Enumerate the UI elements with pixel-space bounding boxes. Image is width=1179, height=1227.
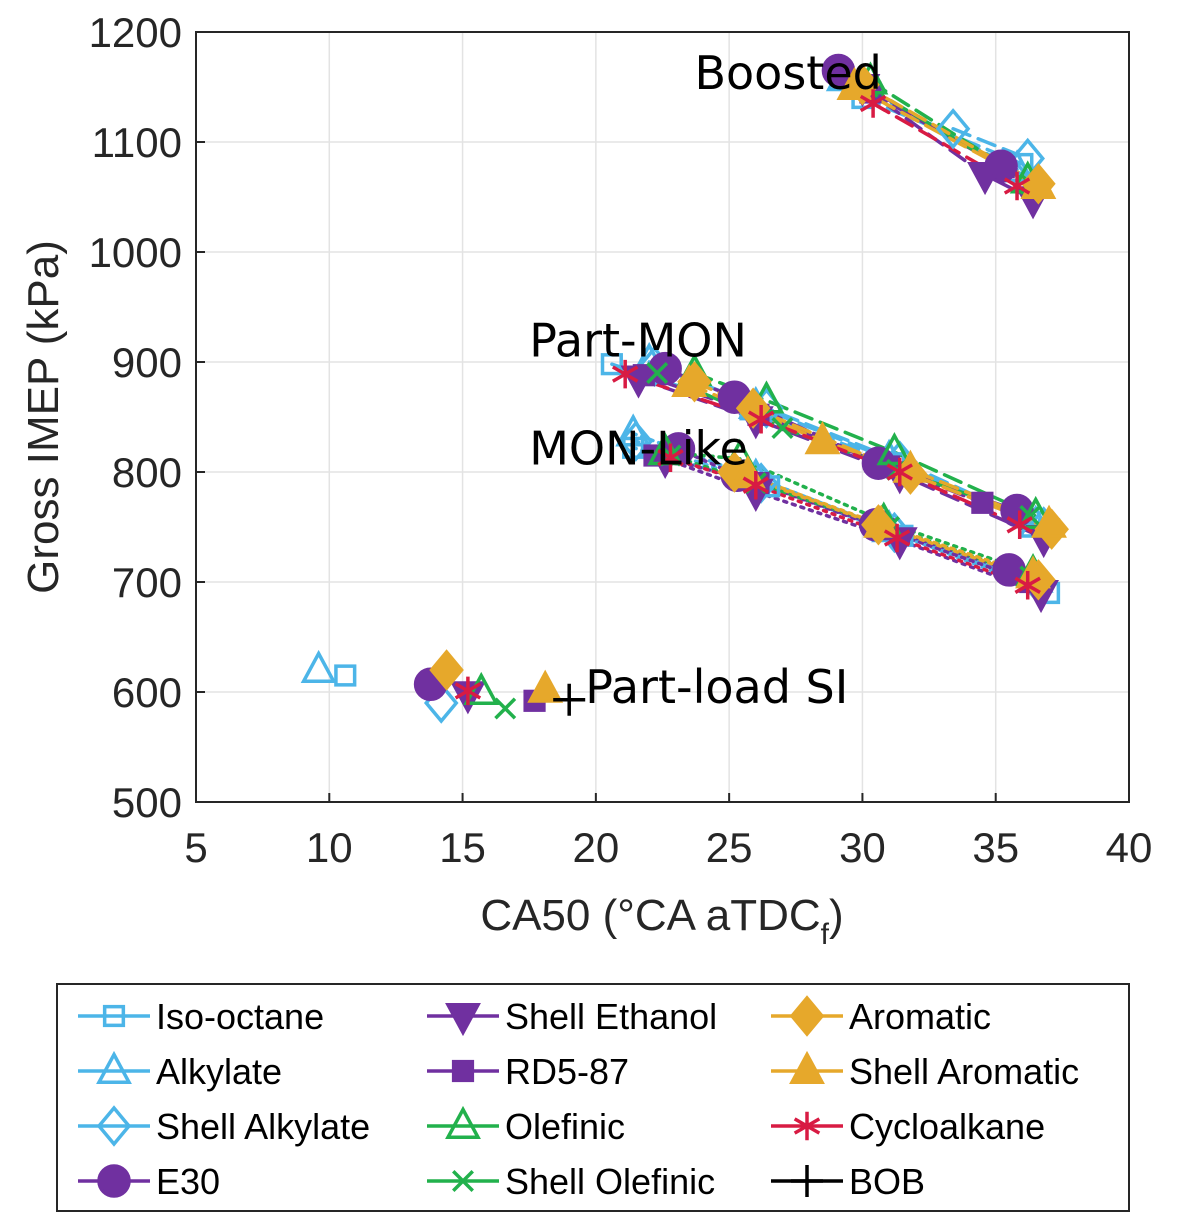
data-point-cycloalkane-mon_like-0: [657, 443, 684, 472]
annotation-mon-like: MON-Like: [529, 421, 748, 475]
legend-marker-olefinic: [445, 1105, 481, 1139]
data-point-cycloalkane-part_load-0: [454, 676, 482, 706]
legend-label-shell-ethanol: Shell Ethanol: [505, 996, 717, 1037]
legend-label-olefinic: Olefinic: [505, 1106, 625, 1147]
data-point-olefinic-part_mon-2: [876, 432, 913, 466]
data-point-cycloalkane-part_mon-3: [1006, 510, 1033, 540]
legend-marker-shell-olefinic: [452, 1170, 474, 1192]
x-tick-label-35: 35: [972, 824, 1019, 871]
legend-label-shell-olefinic: Shell Olefinic: [505, 1161, 715, 1202]
data-point-cycloalkane-part_mon-1: [747, 404, 775, 434]
legend-marker-iso-octane: [102, 1004, 126, 1028]
y-tick-label-1200: 1200: [89, 9, 182, 56]
data-point-iso-octane-part_load-0: [334, 664, 357, 687]
data-point-cycloalkane-part_mon-0: [611, 359, 639, 389]
series-line-shell-alkylate-mon_like: [634, 439, 1041, 586]
x-axis-label: CA50 (°CA aTDCf): [480, 891, 843, 951]
data-point-shell-aromatic-part_load-0: [527, 669, 564, 703]
data-point-shell-aromatic-part_mon-3: [1031, 504, 1067, 538]
legend-marker-cycloalkane: [793, 1111, 821, 1141]
y-tick-label-1100: 1100: [92, 119, 182, 166]
data-point-shell-alkylate-boosted-0: [935, 108, 971, 150]
plot-area-frame: [195, 31, 1130, 803]
x-tick-label-30: 30: [839, 824, 886, 871]
data-point-shell-aromatic-part_mon-1: [804, 421, 841, 455]
legend-label-rd5-87: RD5-87: [505, 1051, 629, 1092]
y-axis-ticks: 500 600 700 800 900 1000 1100 1200: [89, 9, 205, 826]
legend-marker-shell-ethanol: [445, 1003, 481, 1037]
data-point-iso-octane-part_mon-0: [600, 353, 623, 376]
legend-label-bob: BOB: [849, 1161, 925, 1202]
data-point-shell-olefinic-part_load-0: [494, 697, 517, 720]
data-point-olefinic-mon_like-0: [647, 432, 684, 466]
series-line-olefinic-boosted: [868, 79, 1030, 183]
x-tick-label-10: 10: [306, 824, 353, 871]
legend-marker-rd5-87: [451, 1059, 475, 1083]
legend-label-aromatic: Aromatic: [849, 996, 991, 1037]
x-tick-label-40: 40: [1106, 824, 1153, 871]
x-axis-ticks: 5 10 15 20 25 30 35 40: [184, 793, 1152, 871]
legend-marker-shell-alkylate: [96, 1105, 132, 1147]
series-line-cycloalkane-mon_like: [668, 455, 1030, 588]
legend-label-shell-alkylate: Shell Alkylate: [156, 1106, 370, 1147]
legend-marker-shell-aromatic: [789, 1050, 825, 1084]
data-point-shell-aromatic-boosted-0: [836, 66, 873, 100]
data-point-aromatic-part_load-0: [429, 649, 464, 691]
annotation-boosted: Boosted: [694, 46, 881, 100]
x-tick-label-20: 20: [572, 824, 619, 871]
annotation-part-load-si: Part-load SI: [585, 660, 848, 714]
data-point-cycloalkane-mon_like-2: [883, 523, 911, 553]
x-tick-label-5: 5: [184, 824, 207, 871]
legend-label-iso-octane: Iso-octane: [156, 996, 324, 1037]
y-tick-label-900: 900: [112, 339, 182, 386]
y-tick-label-700: 700: [112, 559, 182, 606]
series-line-shell-ethanol-mon_like: [663, 457, 1043, 595]
data-point-alkylate-part_load-0: [300, 649, 337, 683]
x-tick-label-15: 15: [439, 824, 486, 871]
legend-marker-bob: [791, 1165, 823, 1197]
legend: Iso-octane Alkylate Shell Alkylate E30 Shell…: [78, 995, 1079, 1202]
legend-label-alkylate: Alkylate: [156, 1051, 282, 1092]
data-point-shell-olefinic-part_mon-0: [646, 362, 669, 384]
legend-marker-e30: [97, 1164, 131, 1198]
legend-label-shell-aromatic: Shell Aromatic: [849, 1051, 1079, 1092]
data-point-shell-aromatic-mon_like-1: [863, 504, 900, 538]
data-point-rd5-87-part_mon-3: [971, 491, 994, 514]
data-point-cycloalkane-part_mon-2: [886, 457, 913, 487]
legend-box: [56, 983, 1130, 1212]
legend-label-cycloalkane: Cycloalkane: [849, 1106, 1045, 1147]
series-line-olefinic-mon_like: [663, 450, 1035, 575]
data-point-cycloalkane-boosted-1: [1003, 171, 1031, 201]
annotation-part-mon: Part-MON: [529, 314, 747, 368]
legend-marker-alkylate: [96, 1050, 132, 1084]
data-markers: [300, 53, 1069, 724]
series-line-shell-aromatic-mon_like: [746, 473, 1035, 578]
data-point-shell-alkylate-mon_like-0: [618, 420, 654, 462]
data-point-bob-part_load-0: [553, 683, 586, 716]
data-point-cycloalkane-boosted-0: [859, 89, 887, 118]
y-tick-label-600: 600: [112, 669, 182, 716]
data-point-shell-olefinic-part_mon-1: [771, 417, 794, 439]
x-tick-label-25: 25: [706, 824, 753, 871]
data-point-cycloalkane-mon_like-1: [742, 470, 770, 500]
y-tick-label-500: 500: [112, 779, 182, 826]
data-point-shell-aromatic-boosted-1: [1020, 165, 1057, 199]
y-axis-label: Gross IMEP (kPa): [19, 240, 68, 594]
y-tick-label-800: 800: [112, 449, 182, 496]
data-point-cycloalkane-mon_like-3: [1014, 571, 1041, 600]
group-annotations: Boosted Part-MON MON-Like Part-load SI: [529, 46, 882, 714]
y-tick-label-1000: 1000: [89, 229, 182, 276]
data-point-shell-ethanol-boosted-1: [967, 162, 1003, 196]
data-point-rd5-87-boosted-1: [992, 156, 1015, 179]
legend-marker-aromatic: [789, 995, 825, 1037]
data-point-shell-aromatic-part_mon-0: [671, 363, 708, 397]
legend-label-e30: E30: [156, 1161, 220, 1202]
